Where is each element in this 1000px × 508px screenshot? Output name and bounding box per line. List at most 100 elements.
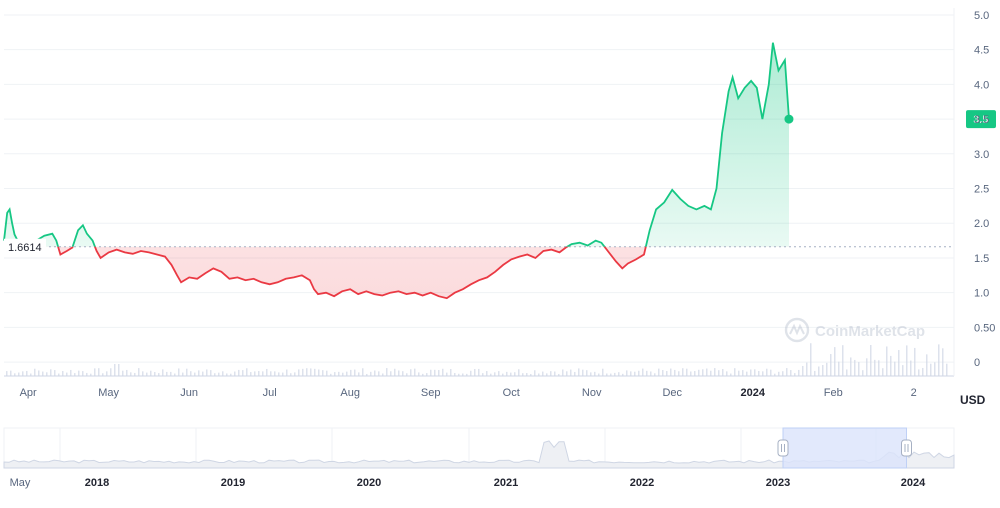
volume-bar bbox=[138, 368, 140, 376]
volume-bar bbox=[310, 368, 312, 376]
volume-bar bbox=[38, 370, 40, 376]
volume-bar bbox=[670, 368, 672, 376]
volume-bar bbox=[598, 373, 600, 376]
volume-bar bbox=[186, 368, 188, 376]
volume-bar bbox=[790, 370, 792, 376]
volume-bar bbox=[274, 371, 276, 376]
volume-bar bbox=[658, 368, 660, 376]
volume-bar bbox=[410, 369, 412, 376]
volume-bar bbox=[118, 364, 120, 376]
volume-bar bbox=[106, 371, 108, 376]
volume-bar bbox=[222, 371, 224, 376]
volume-bar bbox=[866, 358, 868, 376]
x-tick-label: Feb bbox=[824, 387, 843, 399]
volume-bar bbox=[258, 371, 260, 376]
volume-bar bbox=[430, 369, 432, 376]
volume-bar bbox=[142, 371, 144, 376]
volume-bar bbox=[166, 371, 168, 376]
x-tick-label: Dec bbox=[662, 387, 682, 399]
volume-bar bbox=[494, 372, 496, 376]
volume-bar bbox=[210, 370, 212, 376]
volume-bar bbox=[546, 373, 548, 376]
navigator-tick-label: 2018 bbox=[85, 477, 109, 489]
volume-bar bbox=[122, 370, 124, 376]
volume-bar bbox=[458, 373, 460, 376]
volume-bar bbox=[838, 361, 840, 376]
volume-bar bbox=[422, 373, 424, 376]
volume-bar bbox=[522, 373, 524, 376]
volume-bar bbox=[350, 369, 352, 376]
grid-lines bbox=[4, 8, 955, 377]
price-line-down[interactable] bbox=[4, 43, 789, 300]
volume-bar bbox=[798, 369, 800, 376]
volume-bar bbox=[178, 368, 180, 376]
volume-bar bbox=[602, 368, 604, 376]
volume-bar bbox=[918, 369, 920, 376]
volume-bar bbox=[654, 373, 656, 376]
volume-bar bbox=[14, 373, 16, 376]
navigator-handle-left[interactable] bbox=[777, 439, 789, 457]
volume-bar bbox=[698, 369, 700, 376]
volume-bar bbox=[786, 368, 788, 376]
volume-bar bbox=[586, 370, 588, 376]
volume-bar bbox=[74, 373, 76, 376]
volume-bar bbox=[578, 368, 580, 376]
volume-bar bbox=[490, 373, 492, 376]
volume-bar bbox=[366, 373, 368, 376]
volume-bar bbox=[58, 373, 60, 376]
volume-bar bbox=[634, 371, 636, 376]
volume-bar bbox=[486, 371, 488, 376]
handle-grip[interactable] bbox=[777, 439, 789, 457]
volume-bar bbox=[442, 368, 444, 376]
y-tick-label: 1.0 bbox=[974, 288, 989, 300]
volume-bar bbox=[374, 370, 376, 376]
volume-bar bbox=[530, 373, 532, 376]
volume-bar bbox=[230, 373, 232, 376]
x-tick-label: 2 bbox=[911, 387, 917, 399]
volume-bar bbox=[434, 369, 436, 376]
volume-bar bbox=[638, 370, 640, 376]
volume-bar bbox=[566, 371, 568, 376]
volume-bar bbox=[370, 371, 372, 376]
volume-bar bbox=[90, 373, 92, 376]
volume-bar bbox=[754, 369, 756, 376]
volume-bar bbox=[806, 362, 808, 376]
volume-bar bbox=[78, 370, 80, 376]
volume-bar bbox=[738, 370, 740, 376]
navigator-handle-right[interactable] bbox=[901, 439, 912, 457]
x-tick-label: Oct bbox=[503, 387, 520, 399]
volume-bar bbox=[646, 370, 648, 376]
current-price-badge bbox=[966, 110, 996, 129]
plot-area[interactable]: 1.6614 3.5 bbox=[3, 42, 996, 300]
y-tick-label: 2.0 bbox=[974, 218, 989, 230]
volume-bar bbox=[282, 372, 284, 376]
volume-bar bbox=[910, 360, 912, 376]
coinmarketcap-watermark: CoinMarketCap bbox=[784, 317, 925, 343]
volume-bar bbox=[590, 372, 592, 376]
x-axis: Apr May Jun Jul Aug Sep Oct Nov Dec 2024 Feb 2 bbox=[20, 387, 917, 399]
volume-bar bbox=[682, 368, 684, 376]
volume-bar bbox=[30, 373, 32, 376]
volume-bar bbox=[194, 372, 196, 376]
volume-bar bbox=[214, 373, 216, 376]
volume-bar bbox=[346, 371, 348, 376]
navigator-selection[interactable] bbox=[782, 427, 907, 469]
volume-bar bbox=[574, 371, 576, 376]
volume-bar bbox=[690, 371, 692, 376]
handle-grip[interactable] bbox=[901, 439, 912, 457]
volume-bar bbox=[34, 368, 36, 376]
price-line-up[interactable] bbox=[3, 42, 790, 299]
volume-bar bbox=[878, 360, 880, 376]
volume-bar bbox=[794, 373, 796, 376]
volume-bar bbox=[570, 369, 572, 376]
volume-bar bbox=[270, 371, 272, 376]
volume-bar bbox=[862, 370, 864, 376]
current-price-dot bbox=[784, 114, 794, 124]
volume-bar bbox=[418, 372, 420, 376]
time-navigator[interactable]: May 2018 2019 2020 2021 2022 2023 2024 bbox=[3, 427, 955, 489]
volume-bar bbox=[774, 373, 776, 376]
volume-bar bbox=[134, 372, 136, 376]
volume-bar bbox=[650, 371, 652, 376]
